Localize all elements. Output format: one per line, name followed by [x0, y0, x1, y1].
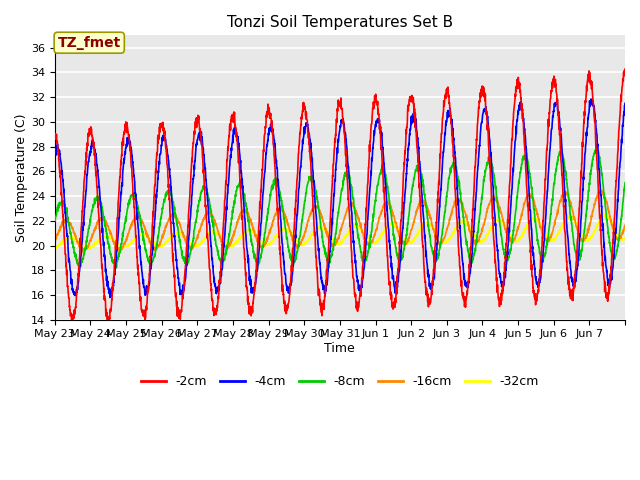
- -16cm: [231, 228, 239, 234]
- -8cm: [593, 144, 600, 149]
- -16cm: [614, 236, 621, 242]
- -32cm: [231, 241, 239, 247]
- Text: TZ_fmet: TZ_fmet: [58, 36, 121, 50]
- -4cm: [108, 289, 116, 295]
- Line: -4cm: -4cm: [55, 99, 625, 298]
- -2cm: [621, 66, 628, 72]
- Y-axis label: Soil Temperature (C): Soil Temperature (C): [15, 113, 28, 242]
- -4cm: [106, 295, 114, 300]
- X-axis label: Time: Time: [324, 342, 355, 355]
- -16cm: [512, 232, 520, 238]
- -8cm: [113, 265, 120, 271]
- -2cm: [544, 128, 552, 134]
- -8cm: [231, 196, 239, 202]
- Line: -8cm: -8cm: [55, 146, 625, 268]
- -4cm: [621, 100, 629, 106]
- Line: -2cm: -2cm: [55, 69, 625, 325]
- -2cm: [374, 112, 382, 118]
- -16cm: [78, 249, 86, 255]
- -16cm: [621, 223, 629, 228]
- Line: -32cm: -32cm: [55, 215, 625, 249]
- -8cm: [544, 235, 552, 241]
- -32cm: [600, 212, 608, 218]
- -4cm: [544, 178, 552, 184]
- -2cm: [108, 297, 116, 303]
- -32cm: [621, 236, 629, 241]
- -32cm: [614, 231, 621, 237]
- Legend: -2cm, -4cm, -8cm, -16cm, -32cm: -2cm, -4cm, -8cm, -16cm, -32cm: [136, 370, 544, 393]
- -4cm: [231, 128, 239, 134]
- -8cm: [614, 246, 621, 252]
- -2cm: [613, 166, 621, 171]
- Title: Tonzi Soil Temperatures Set B: Tonzi Soil Temperatures Set B: [227, 15, 453, 30]
- -32cm: [51, 245, 59, 251]
- -32cm: [512, 239, 520, 245]
- -2cm: [621, 70, 629, 76]
- -2cm: [68, 322, 76, 328]
- -2cm: [51, 132, 59, 137]
- -2cm: [231, 124, 239, 130]
- -32cm: [544, 236, 552, 241]
- -4cm: [51, 151, 59, 157]
- -32cm: [86, 246, 93, 252]
- -32cm: [108, 236, 116, 242]
- -4cm: [614, 206, 621, 212]
- -8cm: [374, 179, 382, 185]
- Line: -16cm: -16cm: [55, 190, 625, 252]
- -8cm: [51, 217, 59, 223]
- -4cm: [588, 96, 595, 102]
- -8cm: [621, 180, 629, 186]
- -2cm: [512, 84, 520, 90]
- -16cm: [374, 218, 382, 224]
- -16cm: [108, 235, 116, 240]
- -4cm: [374, 116, 382, 121]
- -16cm: [544, 237, 552, 243]
- -8cm: [108, 254, 116, 260]
- -16cm: [596, 187, 604, 193]
- -16cm: [51, 240, 59, 245]
- -8cm: [512, 206, 520, 212]
- -4cm: [512, 133, 520, 139]
- -32cm: [374, 238, 382, 243]
